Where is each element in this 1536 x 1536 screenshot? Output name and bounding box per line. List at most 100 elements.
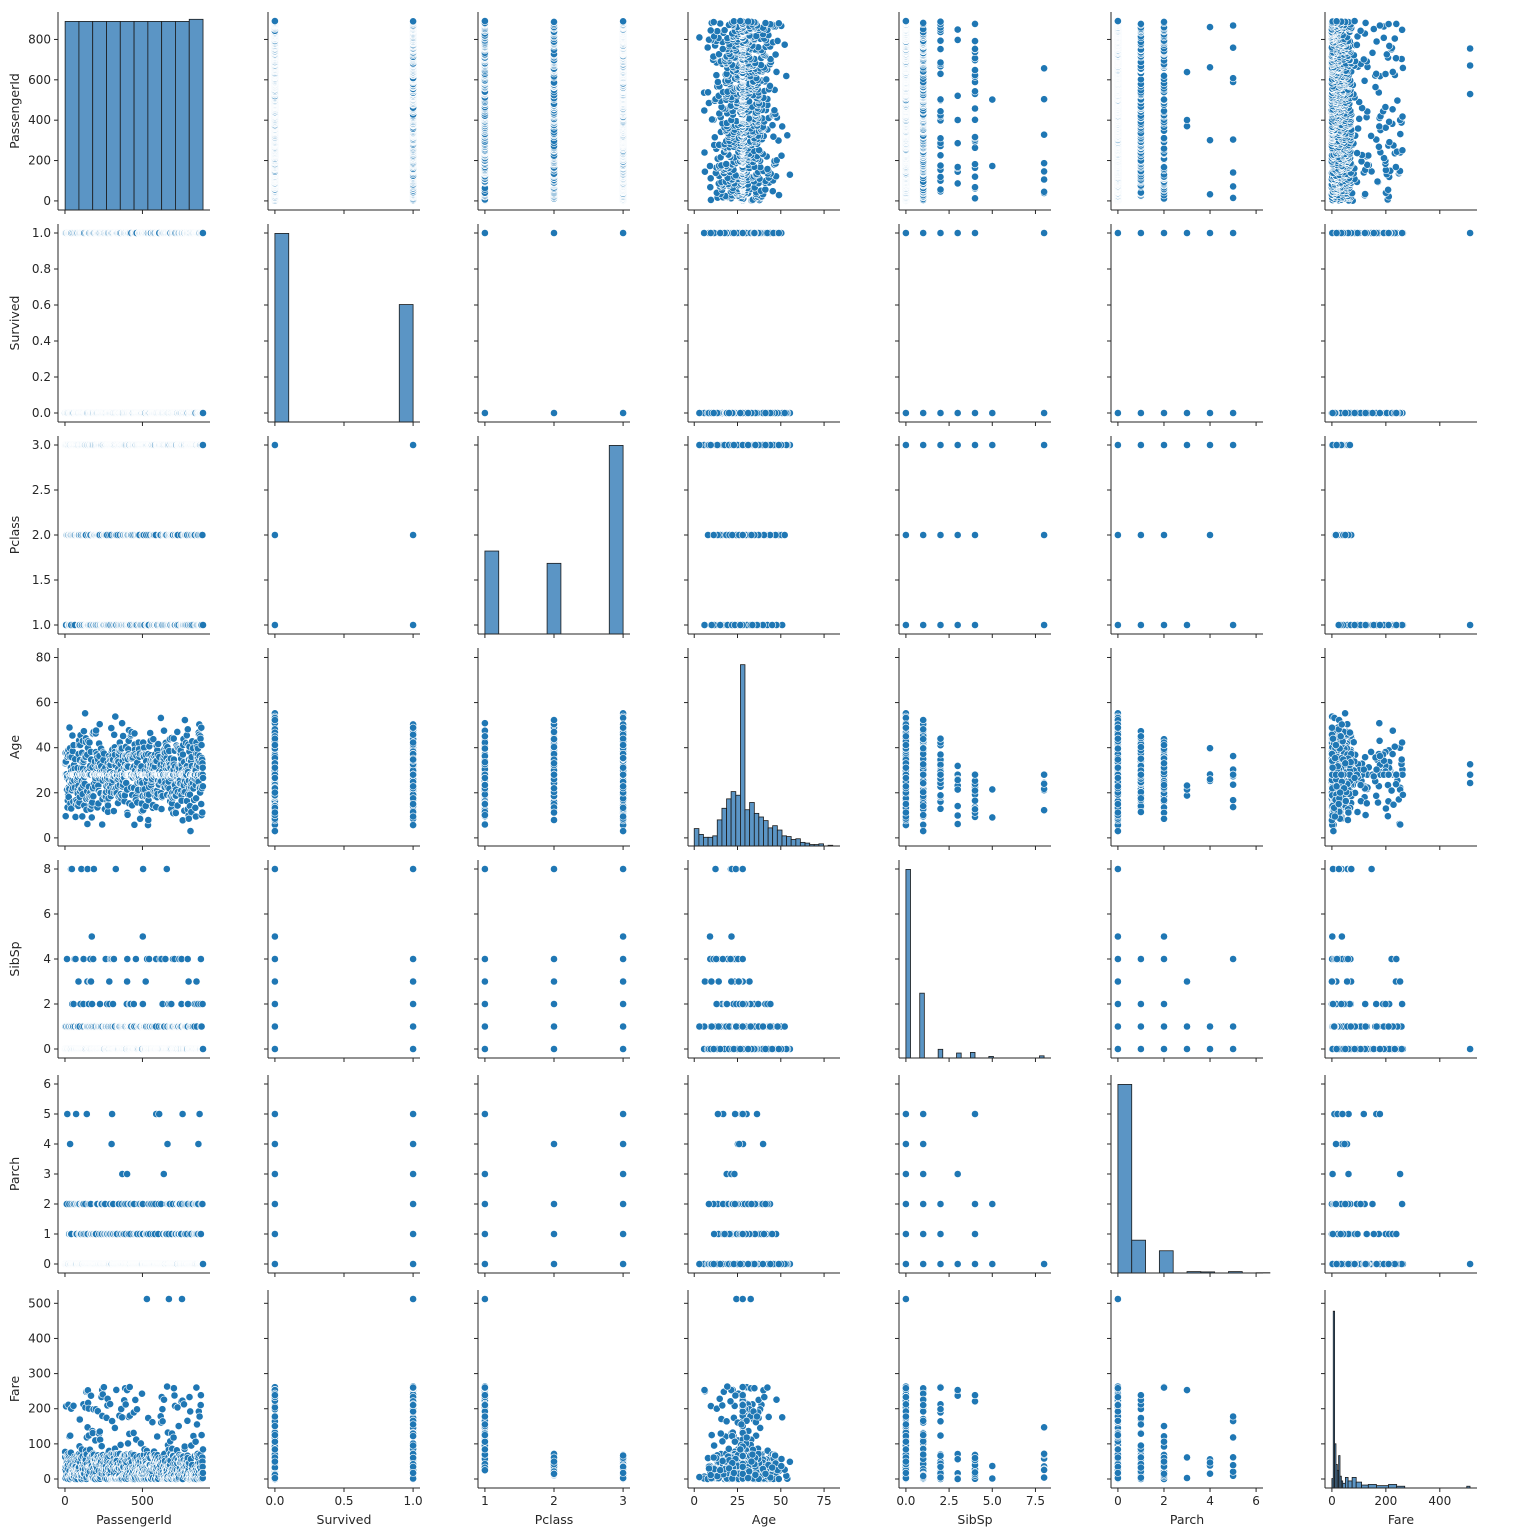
scatter-point xyxy=(1040,159,1048,168)
scatter-point xyxy=(704,88,712,97)
scatter-point xyxy=(936,172,945,181)
scatter-point xyxy=(1040,130,1048,139)
scatter-point xyxy=(713,27,722,36)
scatter-point xyxy=(772,68,781,76)
scatter-point xyxy=(1398,146,1407,155)
scatter-point xyxy=(786,170,794,179)
scatter-point xyxy=(550,17,558,26)
scatter-point xyxy=(712,71,721,80)
scatter-point xyxy=(971,194,979,203)
scatter-point xyxy=(1183,116,1191,124)
hist-bar xyxy=(119,21,135,211)
scatter-point xyxy=(953,179,962,188)
scatter-point xyxy=(971,37,979,45)
scatter-point xyxy=(700,148,709,157)
scatter-point xyxy=(936,185,945,194)
scatter-point xyxy=(736,17,745,25)
scatter-point xyxy=(1229,43,1237,52)
scatter-point xyxy=(1388,105,1397,114)
scatter-point xyxy=(1229,135,1237,144)
scatter-point xyxy=(763,165,772,173)
scatter-point xyxy=(706,162,714,170)
scatter-point xyxy=(1160,144,1168,153)
scatter-point xyxy=(1354,124,1362,133)
scatter-point xyxy=(782,72,791,80)
scatter-point xyxy=(1373,177,1382,186)
scatter-point xyxy=(1392,163,1400,171)
scatter-point xyxy=(953,36,962,44)
scatter-point xyxy=(919,18,928,27)
hist-bar xyxy=(147,21,163,211)
scatter-point xyxy=(936,17,945,26)
y-tick-label: 400 xyxy=(28,113,51,127)
scatter-point xyxy=(936,69,945,78)
scatter-point xyxy=(1040,64,1048,73)
cell-PassengerId-vs-Fare xyxy=(1321,12,1477,214)
scatter-point xyxy=(1229,21,1237,30)
scatter-point xyxy=(971,87,979,96)
scatter-point xyxy=(1137,19,1145,28)
scatter-point xyxy=(714,78,722,86)
scatter-point xyxy=(902,17,910,25)
scatter-point xyxy=(1160,17,1168,26)
scatter-point xyxy=(971,115,979,124)
scatter-point xyxy=(1367,131,1375,140)
scatter-point xyxy=(710,133,719,142)
scatter-point xyxy=(718,45,727,53)
scatter-point xyxy=(1361,190,1369,198)
scatter-point xyxy=(1355,114,1364,123)
scatter-point xyxy=(936,134,945,143)
scatter-point xyxy=(716,19,725,28)
scatter-point xyxy=(1385,117,1393,126)
scatter-point xyxy=(722,160,731,168)
scatter-point xyxy=(1206,190,1214,199)
scatter-point xyxy=(1040,167,1048,176)
scatter-point xyxy=(936,95,945,104)
scatter-point xyxy=(1229,182,1237,191)
scatter-point xyxy=(1353,149,1361,157)
scatter-point xyxy=(708,115,716,124)
scatter-point xyxy=(1385,138,1394,147)
scatter-point xyxy=(1160,163,1168,172)
scatter-point xyxy=(971,66,979,74)
scatter-point xyxy=(1160,134,1168,142)
scatter-point xyxy=(971,45,979,53)
scatter-point xyxy=(769,132,778,141)
scatter-point xyxy=(1384,185,1392,194)
pairplot-grid: 02004006008000.00.20.40.60.81.01.01.52.0… xyxy=(28,12,1477,1508)
hist-bar xyxy=(64,21,80,211)
scatter-point xyxy=(1206,136,1214,145)
scatter-point xyxy=(971,183,979,192)
scatter-point xyxy=(744,17,752,26)
scatter-point xyxy=(953,116,962,124)
cell-PassengerId-vs-Age xyxy=(684,12,840,214)
scatter-point xyxy=(783,131,792,140)
scatter-point xyxy=(778,122,787,131)
scatter-point xyxy=(1396,130,1405,138)
scatter-point xyxy=(953,25,962,34)
cell-PassengerId-vs-Pclass xyxy=(474,12,630,214)
scatter-point xyxy=(695,33,704,42)
scatter-point xyxy=(1206,23,1214,31)
scatter-point xyxy=(761,185,770,194)
y-tick-label: 800 xyxy=(28,32,51,46)
scatter-point xyxy=(1040,175,1048,184)
scatter-point xyxy=(936,161,945,170)
hist-bar xyxy=(92,21,107,211)
scatter-point xyxy=(1229,74,1237,83)
scatter-point xyxy=(936,36,945,45)
scatter-point xyxy=(270,17,279,25)
scatter-point xyxy=(971,133,979,141)
scatter-point xyxy=(971,104,979,113)
scatter-point xyxy=(1398,112,1407,121)
scatter-point xyxy=(1040,187,1048,196)
scatter-point xyxy=(953,139,962,148)
scatter-point xyxy=(953,91,962,100)
scatter-point xyxy=(706,26,715,35)
scatter-point xyxy=(971,19,979,28)
scatter-point xyxy=(480,17,489,25)
scatter-point xyxy=(988,162,997,170)
scatter-point xyxy=(709,18,718,26)
scatter-point xyxy=(771,50,780,59)
